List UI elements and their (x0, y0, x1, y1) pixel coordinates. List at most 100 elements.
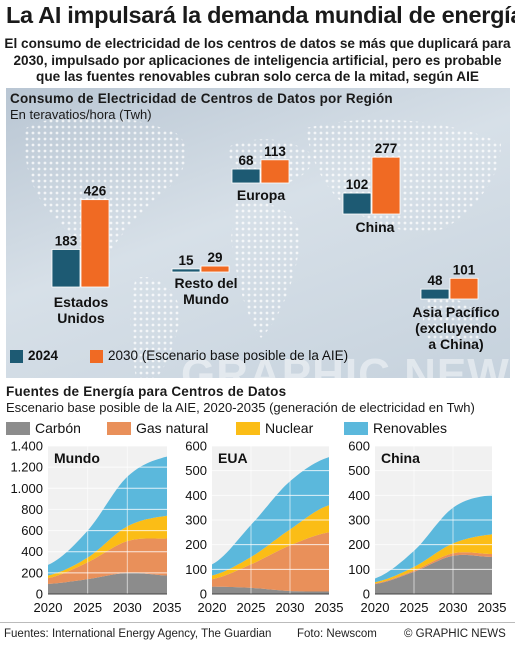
area-chart-panel: 0 200 400 600 800 1.000 1.200 1.400 2020 2025 2030… (10, 439, 181, 616)
area-charts: 0 200 400 600 800 1.000 1.200 1.400 2020 2025 2030… (10, 439, 506, 616)
bar-group: 102 277 China (342, 141, 401, 235)
x-tick-label: 2025 (237, 600, 266, 615)
map-section-heading: Consumo de Electricidad de Centros de Da… (10, 91, 393, 106)
area-nuclear (212, 505, 329, 580)
bar-group: 68 113 Europa (231, 144, 290, 203)
bar-value-label: 183 (55, 233, 78, 248)
bar-value-label: 426 (84, 184, 107, 199)
y-tick-label: 800 (21, 502, 43, 517)
x-tick-label: 2035 (153, 600, 182, 615)
bar-value-label: 48 (427, 273, 443, 288)
x-tick-label: 2030 (113, 600, 142, 615)
y-tick-label: 300 (185, 513, 207, 528)
bar-value-label: 102 (346, 177, 369, 192)
bar-2024 (342, 192, 372, 215)
y-tick-label: 1.200 (10, 460, 43, 475)
bar-2030 (260, 159, 290, 184)
bar-value-label: 29 (207, 250, 222, 265)
legend-swatch-2030 (90, 350, 103, 363)
area-renovables (375, 494, 492, 583)
footer: Fuentes: International Energy Agency, Th… (0, 622, 515, 647)
legend-swatch-carbon (6, 422, 30, 435)
x-tick-label: 2035 (478, 600, 507, 615)
area-gas-natural (375, 552, 492, 585)
footer-credit: © GRAPHIC NEWS (404, 628, 506, 640)
y-tick-label: 300 (348, 513, 370, 528)
x-tick-label: 2020 (361, 600, 390, 615)
y-tick-label: 0 (363, 587, 370, 602)
y-tick-label: 600 (185, 439, 207, 454)
y-tick-label: 1.000 (10, 481, 43, 496)
y-tick-label: 500 (348, 463, 370, 478)
panel-title: EUA (218, 450, 248, 466)
y-tick-label: 200 (21, 565, 43, 580)
y-tick-label: 600 (348, 439, 370, 454)
area-nuclear (375, 534, 492, 584)
y-tick-label: 400 (348, 488, 370, 503)
bar-2030 (449, 277, 479, 300)
x-tick-label: 2020 (34, 600, 63, 615)
area-renovables (48, 456, 167, 576)
continents-icon (24, 115, 501, 378)
bar-2024 (51, 249, 81, 288)
region-label: (excluyendo (415, 320, 497, 336)
panel-title: China (381, 450, 420, 466)
bar-value-label: 277 (375, 141, 398, 156)
y-tick-label: 1.400 (10, 439, 43, 454)
footer-sources: Fuentes: International Energy Agency, Th… (4, 628, 272, 640)
bar-2024 (171, 268, 201, 273)
area-carb-n (375, 554, 492, 594)
region-label: Resto del (174, 275, 237, 291)
world-map-background (24, 115, 501, 378)
region-label: Asia Pacífico (412, 304, 499, 320)
y-tick-label: 400 (185, 488, 207, 503)
y-tick-label: 0 (36, 587, 43, 602)
y-tick-label: 200 (348, 537, 370, 552)
map-panel: Consumo de Electricidad de Centros de Da… (6, 88, 510, 378)
y-tick-label: 100 (185, 562, 207, 577)
legend-label-renovables: Renovables (373, 420, 447, 436)
area-gas-natural (212, 532, 329, 592)
legend-label-nuclear: Nuclear (265, 420, 314, 436)
region-label: China (356, 219, 395, 235)
bar-2030 (80, 199, 110, 288)
energy-sources-section: Fuentes de Energía para Centros de Datos… (0, 380, 515, 624)
legend-swatch-nuclear (236, 422, 260, 435)
area-carb-n (212, 586, 329, 594)
subtitle-line: 2030, impulsado por aplicaciones de inte… (13, 52, 502, 68)
bar-2030 (200, 265, 230, 273)
y-tick-label: 200 (185, 537, 207, 552)
area-chart-panel: 0 100 200 300 400 500 600 2020 2025 2030 2035 China (348, 439, 506, 616)
legend-swatch-renovables (344, 422, 368, 435)
y-tick-label: 100 (348, 562, 370, 577)
legend-label-carbon: Carbón (35, 420, 81, 436)
page-subtitle: El consumo de electricidad de los centro… (0, 36, 515, 86)
x-tick-label: 2030 (439, 600, 468, 615)
y-tick-label: 0 (200, 587, 207, 602)
bar-2030 (371, 156, 401, 215)
legend-swatch-gas (107, 422, 131, 435)
legend-label-gas: Gas natural (136, 420, 209, 436)
bar-value-label: 15 (178, 253, 194, 268)
areas-section-heading: Fuentes de Energía para Centros de Datos (6, 384, 287, 399)
bar-value-label: 113 (264, 144, 286, 159)
x-tick-label: 2025 (73, 600, 102, 615)
legend-swatch-2024 (10, 350, 23, 363)
footer-photo: Foto: Newscom (297, 628, 377, 640)
x-tick-label: 2030 (276, 600, 305, 615)
panel-title: Mundo (54, 450, 100, 466)
x-tick-label: 2020 (198, 600, 227, 615)
subtitle-line: que las fuentes renovables cubran solo c… (36, 69, 479, 84)
area-carb-n (48, 572, 167, 594)
legend-label-2024: 2024 (28, 348, 59, 363)
bar-2024 (420, 288, 450, 300)
bar-value-label: 68 (238, 153, 254, 168)
region-label: Unidos (57, 310, 105, 326)
areas-section-unit: Escenario base posible de la AIE, 2020-2… (6, 400, 475, 415)
area-renovables (212, 457, 329, 576)
x-tick-label: 2035 (315, 600, 344, 615)
